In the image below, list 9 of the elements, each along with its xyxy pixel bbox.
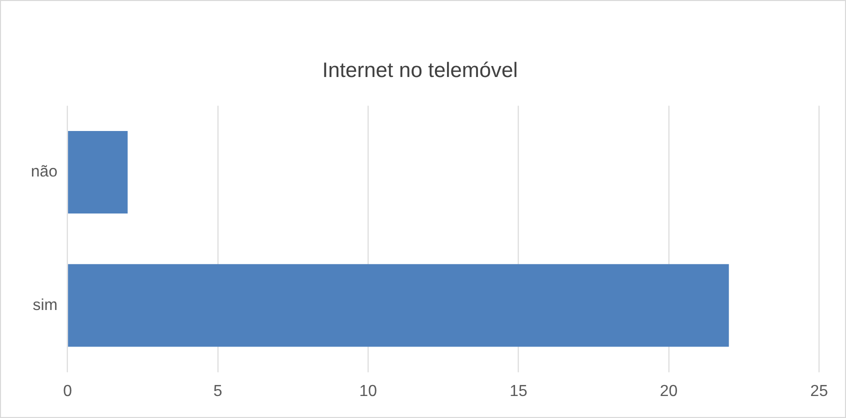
y-tick-label: sim xyxy=(32,296,58,314)
x-tick-label: 25 xyxy=(810,382,828,400)
y-tick-label: não xyxy=(30,164,58,181)
x-tick-label: 15 xyxy=(510,382,528,400)
chart-title: Internet no telemóvel xyxy=(322,59,518,82)
x-tick-label: 10 xyxy=(359,382,378,400)
x-tick-label: 0 xyxy=(63,382,72,400)
x-tick-label: 5 xyxy=(213,382,222,400)
x-tick-label: 20 xyxy=(660,382,678,400)
